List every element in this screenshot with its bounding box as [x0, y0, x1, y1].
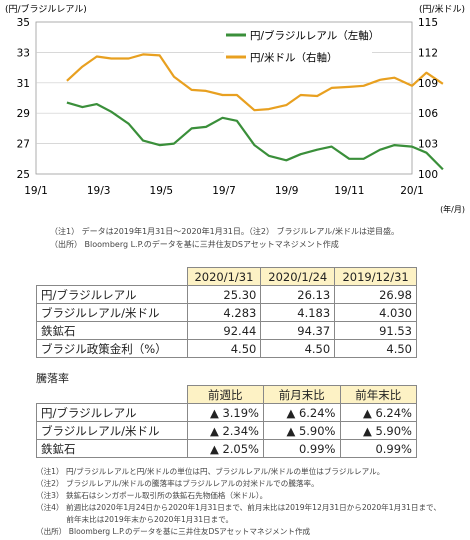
- row-label: 鉄鉱石: [36, 439, 188, 458]
- y-left-tick-label: 31: [17, 78, 30, 90]
- change-rate-table: 前週比 前月末比 前年末比 円/ブラジルレアル ▲ 3.19% ▲ 6.24% …: [36, 385, 417, 458]
- row-label: 鉄鉱石: [36, 321, 188, 340]
- chart-source: （出所） Bloomberg L.P.のデータを基に三井住友DSアセットマネジメ…: [50, 240, 339, 249]
- y-left-tick-label: 29: [17, 108, 30, 120]
- table-cell: ▲ 3.19%: [186, 403, 264, 422]
- x-tick-label: 19/3: [87, 185, 111, 197]
- table-cell: 92.44: [186, 321, 262, 340]
- table-cell: 26.98: [334, 285, 417, 304]
- y-left-tick-label: 33: [17, 47, 30, 59]
- table-header: 2019/12/31: [334, 267, 417, 286]
- y-right-tick-label: 103: [418, 139, 438, 151]
- row-label: 円/ブラジルレアル: [36, 285, 188, 304]
- y-right-tick-label: 112: [418, 47, 438, 59]
- table-cell: ▲ 5.90%: [263, 421, 341, 440]
- x-tick-label: 19/5: [150, 185, 174, 197]
- table-header-row: 前週比 前月末比 前年末比: [36, 385, 417, 404]
- table-cell: 4.50: [186, 339, 262, 358]
- left-axis-unit: (円/ブラジルレアル): [5, 3, 87, 15]
- table-header: 2020/1/24: [260, 267, 336, 286]
- table-row: ブラジルレアル/米ドル ▲ 2.34% ▲ 5.90% ▲ 5.90%: [36, 421, 417, 440]
- y-left-tick-label: 27: [17, 139, 30, 151]
- table-cell: 26.13: [260, 285, 336, 304]
- right-axis-unit: (円/米ドル): [419, 3, 465, 15]
- row-label: ブラジルレアル/米ドル: [36, 303, 188, 322]
- y-left-tick-label: 35: [17, 17, 30, 29]
- y-left-tick-label: 25: [17, 169, 30, 181]
- table-row: 円/ブラジルレアル ▲ 3.19% ▲ 6.24% ▲ 6.24%: [36, 403, 417, 422]
- table-cell: 0.99%: [339, 439, 417, 458]
- table-cell: ▲ 6.24%: [263, 403, 341, 422]
- x-axis-unit: (年/月): [440, 204, 465, 214]
- footnote: （注2） ブラジルレアル/米ドルの騰落率はブラジルレアルの対米ドルでの騰落率。: [36, 479, 319, 488]
- table-row: ブラジル政策金利（%） 4.50 4.50 4.50: [36, 339, 417, 358]
- chart-note: （注1） データは2019年1月31日～2020年1月31日。（注2） ブラジル…: [50, 227, 399, 236]
- table-cell: ▲ 5.90%: [339, 421, 417, 440]
- x-tick-label: 19/1: [24, 185, 48, 197]
- brl-jpy-series-line: [66, 101, 444, 171]
- table-row: ブラジルレアル/米ドル 4.283 4.183 4.030: [36, 303, 417, 322]
- rates-table: 2020/1/31 2020/1/24 2019/12/31 円/ブラジルレアル…: [36, 267, 417, 358]
- x-tick-label: 19/11: [334, 185, 364, 197]
- footnote: （注3） 鉄鉱石はシンガポール取引所の鉄鉱石先物価格（米ドル）。: [36, 491, 268, 500]
- row-label: ブラジルレアル/米ドル: [36, 421, 188, 440]
- legend-label-usd: 円/米ドル（右軸）: [250, 51, 338, 64]
- exchange-rate-chart: 35 115 33 112 31 109 29 106 27 103 25 100 19/1 19/3 19…: [5, 3, 465, 214]
- row-label: ブラジル政策金利（%）: [36, 339, 188, 358]
- table-cell: 25.30: [186, 285, 262, 304]
- y-right-tick-label: 115: [418, 17, 438, 29]
- table-header: 前月末比: [263, 385, 341, 404]
- table-cell: 4.50: [334, 339, 417, 358]
- legend-label-brl: 円/ブラジルレアル（左軸）: [250, 29, 379, 42]
- table-cell: 91.53: [334, 321, 417, 340]
- footnote: 前年末比は2019年末から2020年1月31日まで。: [36, 515, 234, 524]
- footnote: （注4） 前週比は2020年1月24日から2020年1月31日まで、前月末比は2…: [36, 503, 441, 512]
- table-row: 鉄鉱石 92.44 94.37 91.53: [36, 321, 417, 340]
- y-right-tick-label: 109: [418, 78, 438, 90]
- table-corner: [36, 385, 188, 404]
- table-cell: 4.030: [334, 303, 417, 322]
- usd-jpy-series-line: [66, 53, 444, 112]
- table-cell: ▲ 2.34%: [186, 421, 264, 440]
- table-row: 円/ブラジルレアル 25.30 26.13 26.98: [36, 285, 417, 304]
- table-header: 前週比: [186, 385, 264, 404]
- table-cell: ▲ 2.05%: [186, 439, 264, 458]
- table-cell: 4.283: [186, 303, 262, 322]
- table-header: 前年末比: [339, 385, 417, 404]
- legend: 円/ブラジルレアル（左軸） 円/米ドル（右軸）: [224, 26, 379, 68]
- x-tick-label: 19/9: [275, 185, 299, 197]
- table-row: 鉄鉱石 ▲ 2.05% 0.99% 0.99%: [36, 439, 417, 458]
- y-right-tick-label: 106: [418, 108, 438, 120]
- table-cell: 4.50: [260, 339, 336, 358]
- table-corner: [36, 267, 188, 286]
- table-header: 2020/1/31: [186, 267, 262, 286]
- table-cell: 94.37: [260, 321, 336, 340]
- footnote: （出所） Bloomberg L.P.のデータを基に三井住友DSアセットマネジメ…: [36, 527, 311, 536]
- table-cell: ▲ 6.24%: [339, 403, 417, 422]
- table-cell: 0.99%: [263, 439, 341, 458]
- change-rate-title: 騰落率: [36, 372, 69, 385]
- row-label: 円/ブラジルレアル: [36, 403, 188, 422]
- y-right-tick-label: 100: [418, 169, 438, 181]
- x-tick-label: 20/1: [400, 185, 424, 197]
- table-header-row: 2020/1/31 2020/1/24 2019/12/31: [36, 267, 417, 286]
- footnote: （注1） 円/ブラジルレアルと円/米ドルの単位は円、ブラジルレアル/米ドルの単位…: [36, 467, 385, 476]
- table-cell: 4.183: [260, 303, 336, 322]
- x-tick-label: 19/7: [212, 185, 236, 197]
